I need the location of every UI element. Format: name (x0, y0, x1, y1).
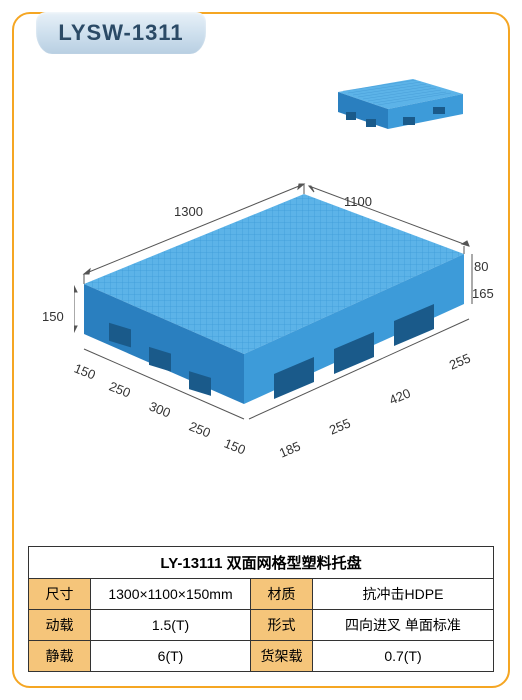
material-label: 材质 (251, 579, 313, 610)
dim-height-left: 150 (42, 309, 64, 324)
rackload-label: 货架载 (251, 641, 313, 672)
product-card: LYSW-1311 (12, 12, 510, 688)
spec-row-1: 尺寸 1300×1100×150mm 材质 抗冲击HDPE (29, 579, 494, 610)
spec-row-2: 动载 1.5(T) 形式 四向进叉 单面标准 (29, 610, 494, 641)
spec-row-3: 静载 6(T) 货架载 0.7(T) (29, 641, 494, 672)
size-value: 1300×1100×150mm (91, 579, 251, 610)
dim-height-r2: 165 (472, 286, 494, 301)
statload-value: 6(T) (91, 641, 251, 672)
statload-label: 静载 (29, 641, 91, 672)
dynload-label: 动载 (29, 610, 91, 641)
diagram-area: 1300 1100 150 80 165 150 250 300 250 150… (24, 64, 498, 534)
dim-width: 1100 (344, 194, 372, 209)
dynload-value: 1.5(T) (91, 610, 251, 641)
dim-height-r1: 80 (474, 259, 488, 274)
pallet-thumbnail (318, 74, 468, 139)
model-code-text: LYSW-1311 (58, 20, 183, 46)
pallet-main-diagram (74, 174, 474, 474)
material-value: 抗冲击HDPE (313, 579, 494, 610)
spec-title-row: LY-13111 双面网格型塑料托盘 (29, 547, 494, 579)
rackload-value: 0.7(T) (313, 641, 494, 672)
dim-length: 1300 (174, 204, 203, 219)
size-label: 尺寸 (29, 579, 91, 610)
model-code-tab: LYSW-1311 (36, 12, 206, 54)
spec-title: LY-13111 双面网格型塑料托盘 (29, 547, 494, 579)
spec-table: LY-13111 双面网格型塑料托盘 尺寸 1300×1100×150mm 材质… (28, 546, 494, 672)
form-label: 形式 (251, 610, 313, 641)
form-value: 四向进叉 单面标准 (313, 610, 494, 641)
